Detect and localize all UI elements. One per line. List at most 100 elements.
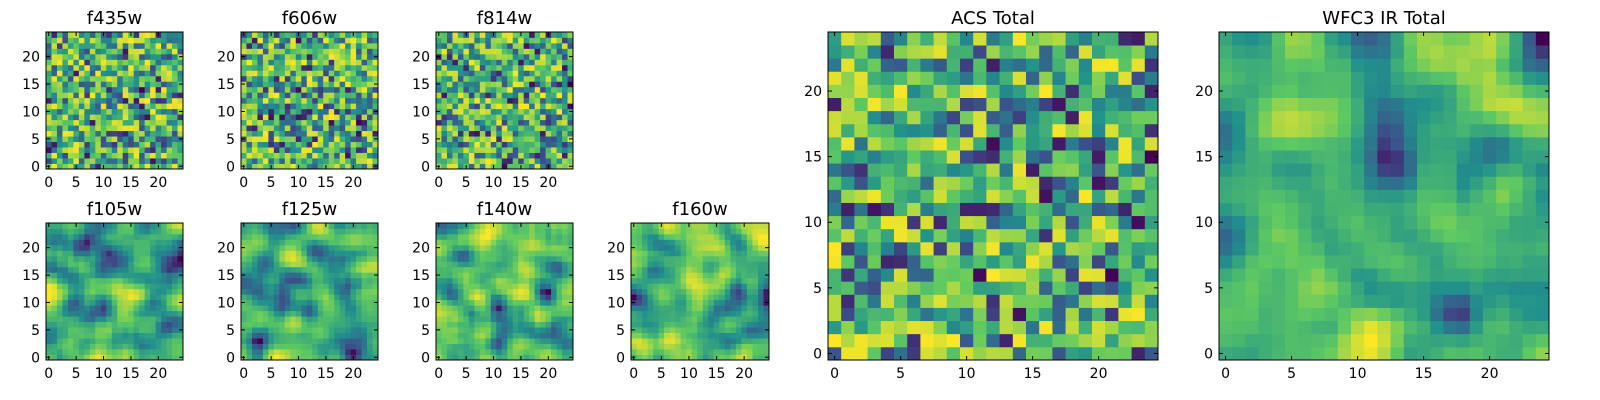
heatmap-cell [1078,294,1093,308]
heatmap-cell [301,81,308,88]
heatmap-cell [95,223,102,229]
heatmap-cell [752,354,759,361]
heatmap-cell [529,332,536,339]
heatmap-cell [306,239,313,246]
heatmap-cell [46,255,52,262]
heatmap-cell [1144,320,1159,335]
heatmap-cell [463,261,470,268]
heatmap-cell [452,75,459,82]
heatmap-cell [523,250,530,257]
heatmap-cell [562,136,568,142]
heatmap-cell [468,130,475,137]
heatmap-cell [62,261,69,268]
heatmap-cell [155,125,162,132]
heatmap-cell [367,255,373,262]
heatmap-cell [117,239,124,246]
heatmap-cell [279,305,286,312]
heatmap-cell [295,299,302,306]
heatmap-cell [457,163,464,170]
heatmap-cell [356,266,362,273]
heatmap-cell [73,81,80,88]
heatmap-cell [95,53,102,60]
heatmap-cell [117,294,124,301]
heatmap-cell [730,277,737,284]
heatmap-cell [446,338,453,344]
heatmap-cell [172,283,178,290]
heatmap-cell [529,163,536,170]
heatmap-cell [540,349,546,355]
heatmap-cell [468,294,475,301]
heatmap-cell [446,305,453,312]
heatmap-cell [122,255,129,262]
heatmap-cell [545,119,552,126]
heatmap-cell [279,321,286,328]
heatmap-cell [323,228,330,235]
heatmap-cell [675,354,682,361]
heatmap-cell [172,32,178,38]
heatmap-cell [534,266,541,273]
heatmap-cell [295,305,302,312]
heatmap-cell [345,332,351,339]
heatmap-cell [658,250,665,257]
heatmap-cell [262,239,269,246]
heatmap-cell [1026,346,1040,361]
heatmap-cell [328,327,335,333]
heatmap-cell [763,332,770,339]
heatmap-cell [463,244,470,251]
heatmap-cell [556,266,563,273]
heatmap-cell [95,239,102,246]
heatmap-cell [724,250,731,257]
heatmap-cell [128,305,135,312]
heatmap-cell [556,64,563,71]
heatmap-cell [880,255,895,269]
heatmap-cell [719,261,726,268]
heatmap-cell [1131,163,1146,177]
heatmap-cell [436,310,442,317]
heatmap-cell [328,310,335,317]
heatmap-cell [51,299,58,306]
heatmap-cell [490,349,497,355]
heatmap-cell [669,255,676,262]
heatmap-cell [317,119,324,126]
heatmap-cell [312,97,319,104]
heatmap-cell [361,338,368,344]
heatmap-cell [106,70,113,77]
heatmap-cell [301,223,308,229]
heatmap-cell [177,37,184,44]
heatmap-cell [95,147,102,153]
heatmap-cell [177,332,184,339]
heatmap-cell [128,255,135,262]
heatmap-cell [529,75,536,82]
heatmap-cell [284,97,291,104]
heatmap-cell [51,349,58,355]
heatmap-cell [150,272,156,279]
heatmap-cell [172,70,178,77]
y-tick-label: 0 [421,159,430,175]
heatmap-cell [161,261,167,268]
heatmap-cell [540,86,546,93]
x-tick-label: 15 [122,175,140,191]
heatmap-cell [241,130,247,137]
heatmap-cell [295,250,302,257]
heatmap-cell [446,92,453,99]
heatmap-cell [122,75,129,82]
heatmap-cell [246,316,253,323]
heatmap-cell [719,228,726,235]
heatmap-cell [361,141,368,148]
heatmap-cell [73,288,80,295]
heatmap-cell [155,233,162,240]
heatmap-cell [894,241,908,256]
heatmap-cell [512,261,519,268]
heatmap-cell [642,239,648,246]
heatmap-cell [122,48,129,55]
heatmap-cell [551,92,557,99]
heatmap-cell [133,103,140,110]
heatmap-cell [529,48,536,55]
heatmap-cell [339,141,346,148]
heatmap-cell [312,53,319,60]
heatmap-cell [441,136,448,142]
heatmap-cell [106,288,113,295]
heatmap-cell [441,141,448,148]
heatmap-cell [84,255,91,262]
heatmap-cell [507,310,514,317]
